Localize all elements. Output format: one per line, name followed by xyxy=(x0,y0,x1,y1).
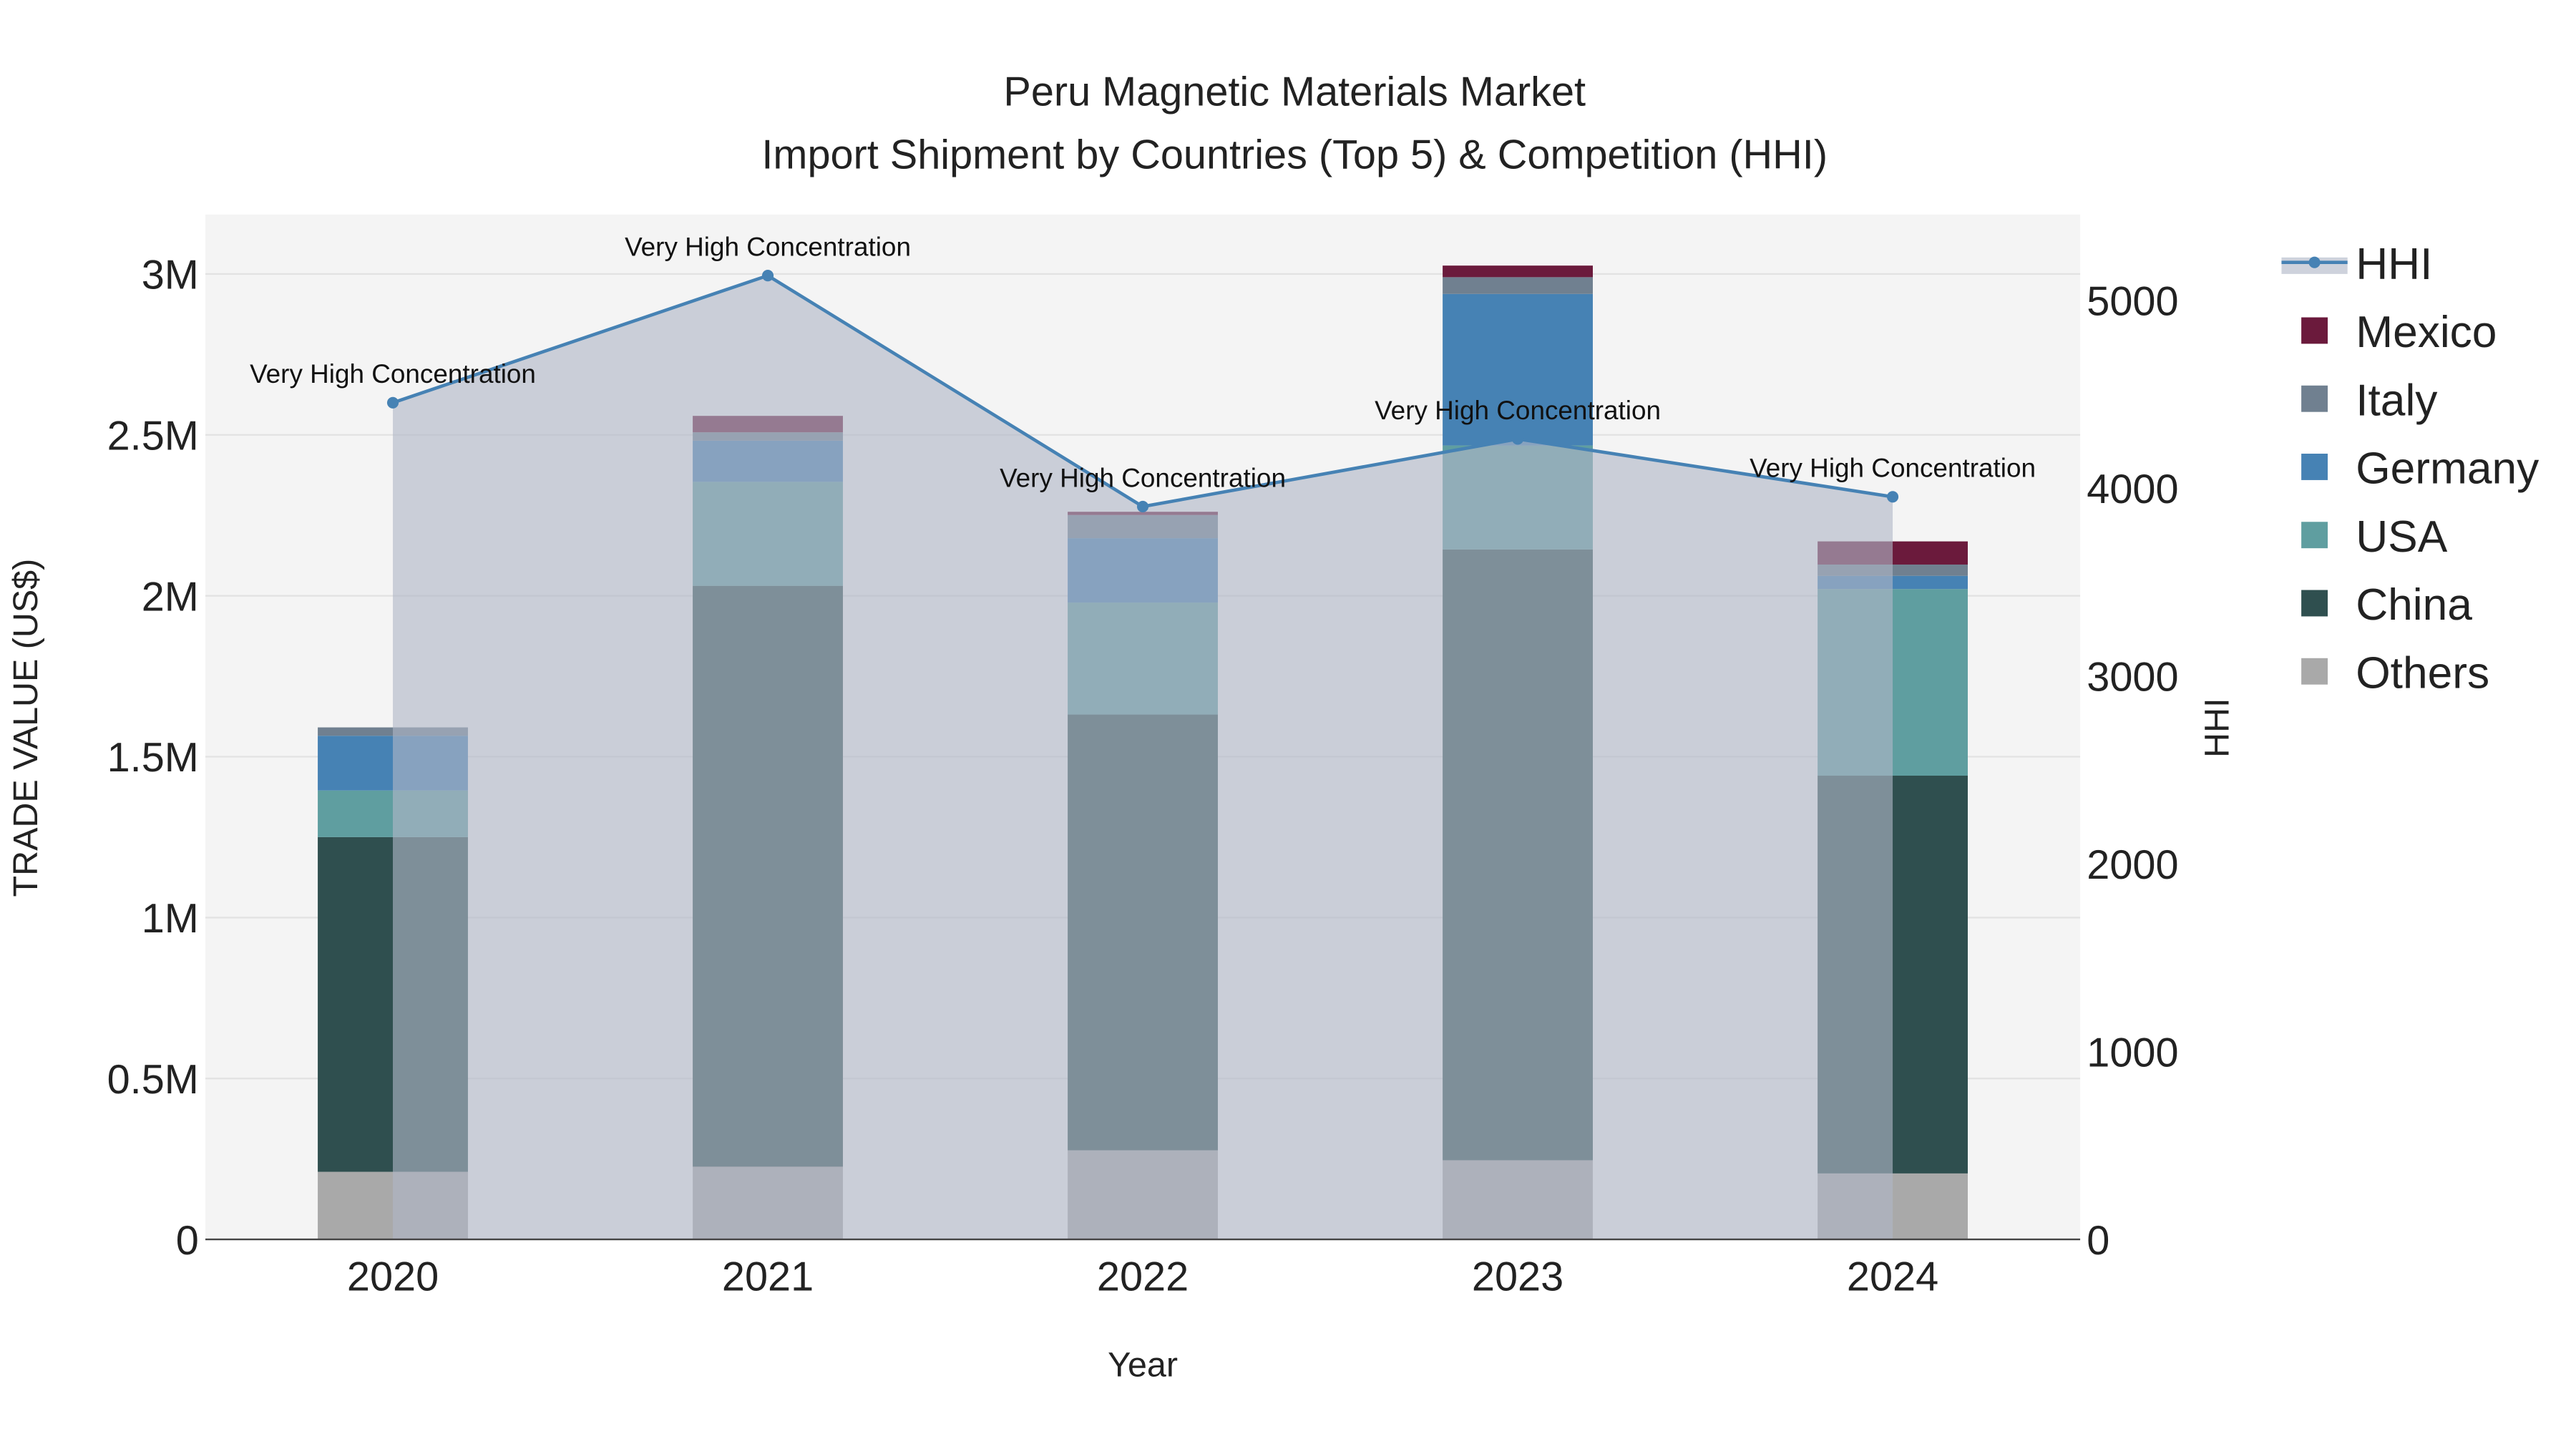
y-tick-label: 3M xyxy=(142,253,199,298)
hhi-annotation: Very High Concentration xyxy=(250,359,536,389)
legend-label-others: Others xyxy=(2356,648,2489,698)
y2-tick-label: 2000 xyxy=(2087,842,2178,888)
legend-label-italy: Italy xyxy=(2356,376,2438,425)
legend-label-mexico: Mexico xyxy=(2356,308,2497,357)
hhi-annotation: Very High Concentration xyxy=(625,232,911,261)
x-axis-label: Year xyxy=(1108,1346,1178,1385)
bar-mexico xyxy=(1443,265,1593,278)
hhi-annotation: Very High Concentration xyxy=(1750,454,2036,483)
y2-tick-label: 0 xyxy=(2087,1218,2109,1264)
x-tick-label: 2024 xyxy=(1847,1254,1938,1300)
y-tick-label: 0 xyxy=(176,1218,199,1264)
hhi-point xyxy=(761,270,774,282)
y2-tick-label: 4000 xyxy=(2087,467,2178,512)
hhi-annotation: Very High Concentration xyxy=(1375,396,1661,425)
legend-marker-hhi xyxy=(2308,256,2321,268)
chart-title-line1: Peru Magnetic Materials Market xyxy=(1003,69,1586,115)
bar-italy xyxy=(1443,277,1593,294)
y-tick-label: 1.5M xyxy=(107,735,199,781)
legend: HHI Mexico Italy Germany USA China Others xyxy=(2281,240,2540,698)
hhi-point xyxy=(1136,500,1149,513)
legend-label-china: China xyxy=(2356,580,2472,630)
x-tick-label: 2020 xyxy=(347,1254,439,1300)
y-tick-label: 2M xyxy=(142,574,199,620)
legend-swatch-mexico xyxy=(2301,317,2328,344)
y2-axis-label: HHI xyxy=(2198,698,2237,757)
legend-swatch-italy xyxy=(2301,385,2328,412)
legend-swatch-others xyxy=(2301,658,2328,685)
y-tick-label: 2.5M xyxy=(107,413,199,459)
y2-tick-label: 3000 xyxy=(2087,654,2178,700)
y2-tick-label: 1000 xyxy=(2087,1030,2178,1075)
legend-swatch-usa xyxy=(2301,522,2328,549)
x-tick-label: 2021 xyxy=(722,1254,814,1300)
hhi-point xyxy=(1886,491,1899,503)
y-axis-label: TRADE VALUE (US$) xyxy=(6,559,45,897)
hhi-point xyxy=(386,396,399,409)
hhi-area xyxy=(393,275,1893,1240)
legend-label-germany: Germany xyxy=(2356,444,2540,494)
legend-swatch-germany xyxy=(2301,454,2328,480)
x-tick-label: 2023 xyxy=(1472,1254,1563,1300)
hhi-point xyxy=(1511,433,1524,445)
legend-label-hhi: HHI xyxy=(2356,240,2432,289)
y-tick-label: 1M xyxy=(142,896,199,942)
legend-label-usa: USA xyxy=(2356,512,2447,562)
y2-tick-label: 5000 xyxy=(2087,279,2178,325)
x-tick-label: 2022 xyxy=(1097,1254,1189,1300)
y-tick-label: 0.5M xyxy=(107,1057,199,1103)
hhi-annotation: Very High Concentration xyxy=(1000,463,1286,492)
chart-title-line2: Import Shipment by Countries (Top 5) & C… xyxy=(761,132,1828,177)
legend-swatch-china xyxy=(2301,590,2328,617)
bar-germany xyxy=(1443,293,1593,446)
